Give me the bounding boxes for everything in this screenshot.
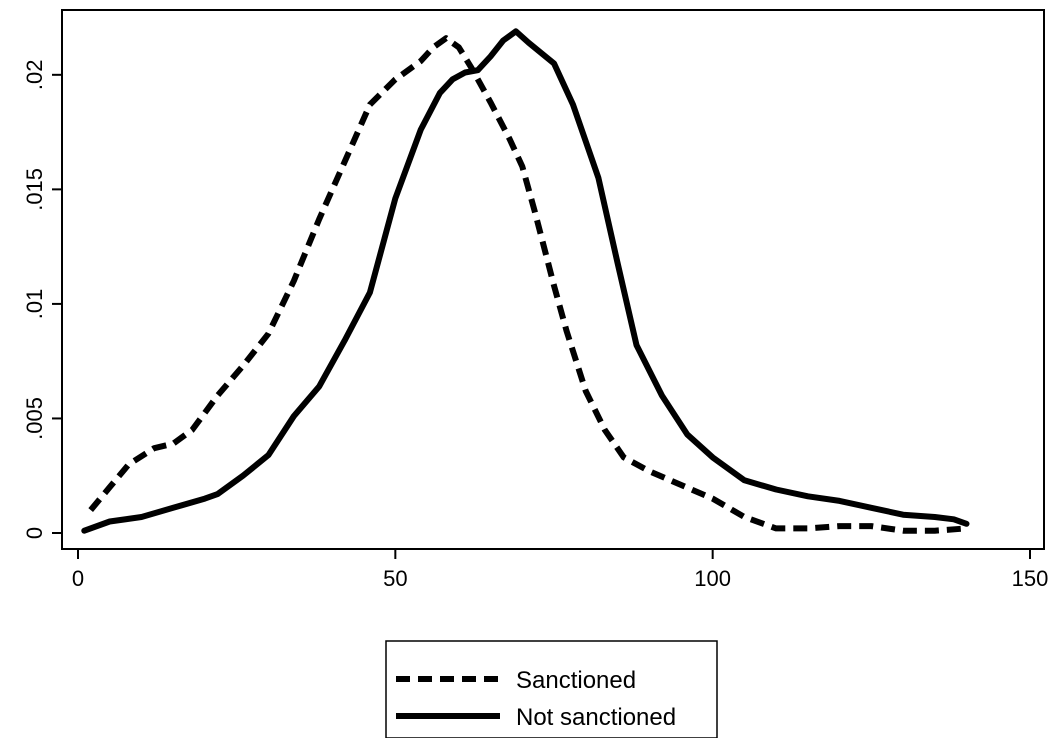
series-line-not-sanctioned bbox=[81, 28, 970, 534]
legend-box bbox=[385, 640, 718, 738]
y-tick-label: .015 bbox=[22, 168, 47, 211]
axes: 0 50 100 150 0 .005 .01 .015 .02 bbox=[22, 60, 1048, 591]
legend-label-sanctioned: Sanctioned bbox=[516, 667, 636, 694]
series-lines bbox=[81, 28, 970, 534]
legend: Sanctioned Not sanctioned bbox=[385, 640, 718, 738]
y-tick-label: .02 bbox=[22, 60, 47, 91]
legend-label-not-sanctioned: Not sanctioned bbox=[516, 704, 676, 731]
x-tick-label: 50 bbox=[383, 566, 407, 591]
y-tick-label: .005 bbox=[22, 397, 47, 440]
series-line-sanctioned bbox=[88, 35, 967, 534]
x-tick-label: 100 bbox=[694, 566, 731, 591]
x-tick-label: 150 bbox=[1012, 566, 1049, 591]
y-tick-label: .01 bbox=[22, 289, 47, 320]
plot-frame bbox=[61, 9, 1045, 550]
y-tick-label: 0 bbox=[22, 527, 47, 539]
x-tick-label: 0 bbox=[72, 566, 84, 591]
